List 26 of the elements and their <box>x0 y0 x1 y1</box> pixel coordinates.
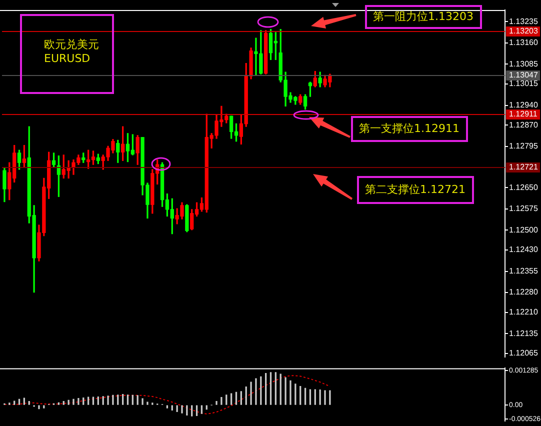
y-tick-label: 1.12940 <box>509 100 538 110</box>
annotation: 第二支撑位1.12721 <box>365 183 466 197</box>
annotation: 第一阻力位1.13203 <box>373 10 474 24</box>
y-tick-label: 1.12430 <box>509 245 538 254</box>
y-tick-label: 1.12210 <box>509 308 538 317</box>
y-tick-label: 1.12135 <box>509 328 538 338</box>
line-series <box>4 375 330 414</box>
y-tick-label: 1.12500 <box>509 225 538 234</box>
ref-line-label: 1.12721 <box>509 162 538 172</box>
annotation: 欧元兑美元 <box>44 38 100 52</box>
y-tick-label: 1.12870 <box>509 120 538 130</box>
annotation: EURUSD <box>44 52 92 66</box>
ref-line-label: 1.12911 <box>509 110 538 119</box>
y-tick-label: 1.12795 <box>509 142 538 151</box>
y-tick-label: 1.13015 <box>509 79 538 88</box>
y-tick-label: 1.13085 <box>509 59 538 68</box>
y-tick-label: 1.12575 <box>509 204 538 214</box>
y-tick-label: 1.12355 <box>509 266 538 276</box>
annotation: 第一支撑位1.12911 <box>359 122 460 136</box>
ref-line-label: 1.13203 <box>509 26 538 36</box>
y-tick-label: 1.12650 <box>509 182 538 192</box>
ref-line-label: 1.13047 <box>509 70 538 80</box>
y-tick-label: 1.12280 <box>509 288 538 297</box>
y-tick-label: 1.13160 <box>509 38 538 48</box>
y-tick-label: 1.12065 <box>509 348 538 358</box>
y-tick-label: 1.13235 <box>509 16 538 26</box>
